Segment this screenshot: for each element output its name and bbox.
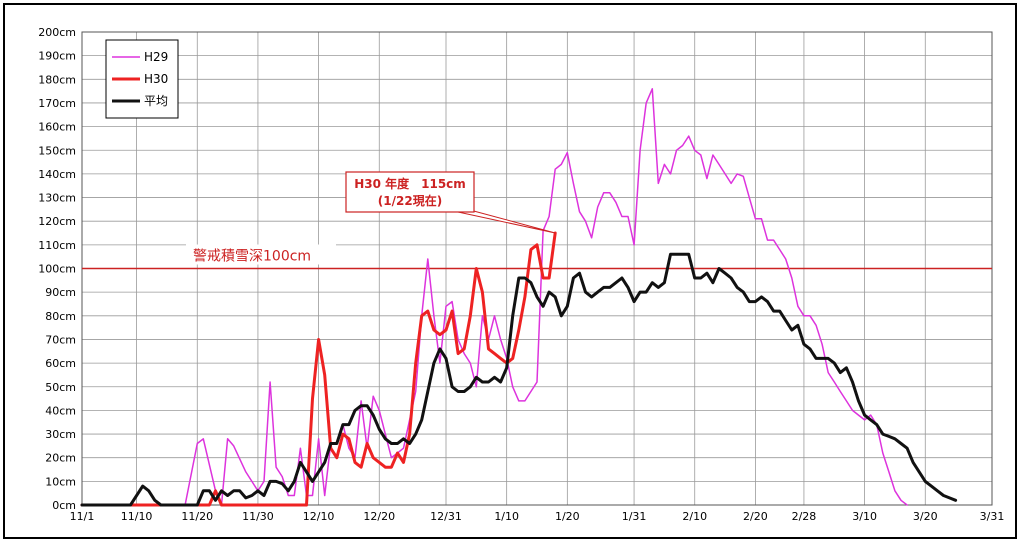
x-tick-label: 11/1 — [70, 510, 95, 523]
y-tick-label: 130cm — [38, 192, 76, 205]
y-tick-label: 50cm — [45, 381, 76, 394]
x-tick-label: 2/28 — [792, 510, 817, 523]
annotation-layer: H30 年度 115cm (1/22現在) — [345, 171, 556, 234]
legend-label: H29 — [144, 50, 168, 64]
x-tick-label: 11/20 — [181, 510, 213, 523]
series-layer — [80, 88, 958, 507]
callout-box — [345, 171, 475, 213]
x-tick-label: 1/31 — [622, 510, 647, 523]
y-tick-label: 0cm — [52, 499, 76, 512]
x-tick-label: 3/31 — [980, 510, 1005, 523]
y-tick-label: 20cm — [45, 452, 76, 465]
y-tick-label: 140cm — [38, 168, 76, 181]
warning-label-bg — [186, 244, 336, 265]
y-tick-label: 190cm — [38, 50, 76, 63]
x-tick-label: 2/20 — [743, 510, 768, 523]
x-axis-ticks: 11/1 11/10 11/20 11/30 12/10 12/20 12/31 1/10 1/… — [70, 510, 1005, 523]
y-tick-label: 150cm — [38, 144, 76, 157]
y-tick-label: 80cm — [45, 310, 76, 323]
y-tick-label: 10cm — [45, 475, 76, 488]
legend-label: H30 — [144, 72, 168, 86]
y-tick-label: 120cm — [38, 215, 76, 228]
warning-label: 警戒積雪深100cm — [193, 249, 311, 265]
series-line — [81, 88, 908, 506]
y-tick-label: 160cm — [38, 121, 76, 134]
y-tick-label: 40cm — [45, 404, 76, 417]
x-tick-label: 2/10 — [682, 510, 707, 523]
reference-line-layer: 警戒積雪深100cm — [82, 244, 992, 270]
x-tick-label: 1/10 — [494, 510, 519, 523]
x-tick-label: 1/20 — [555, 510, 580, 523]
x-tick-label: 12/31 — [430, 510, 462, 523]
x-tick-label: 3/10 — [852, 510, 877, 523]
y-tick-label: 90cm — [45, 286, 76, 299]
legend: H29 H30 平均 — [105, 39, 179, 119]
x-tick-label: 11/10 — [121, 510, 153, 523]
y-tick-label: 100cm — [38, 263, 76, 276]
callout-line2: (1/22現在) — [378, 193, 442, 208]
y-tick-label: 200cm — [38, 26, 76, 39]
y-tick-label: 170cm — [38, 97, 76, 110]
callout-line1: H30 年度 115cm — [354, 176, 466, 191]
x-tick-label: 12/10 — [303, 510, 335, 523]
y-axis-ticks: 0cm 10cm 20cm 30cm 40cm 50cm 60cm 70cm 80cm 90cm 1… — [38, 26, 76, 512]
legend-label: 平均 — [144, 94, 168, 108]
x-tick-label: 12/20 — [363, 510, 395, 523]
y-tick-label: 60cm — [45, 357, 76, 370]
series-line — [80, 252, 958, 507]
y-tick-label: 180cm — [38, 73, 76, 86]
y-tick-label: 110cm — [38, 239, 76, 252]
y-tick-label: 30cm — [45, 428, 76, 441]
y-tick-label: 70cm — [45, 333, 76, 346]
x-tick-label: 3/20 — [913, 510, 938, 523]
x-tick-label: 11/30 — [242, 510, 274, 523]
